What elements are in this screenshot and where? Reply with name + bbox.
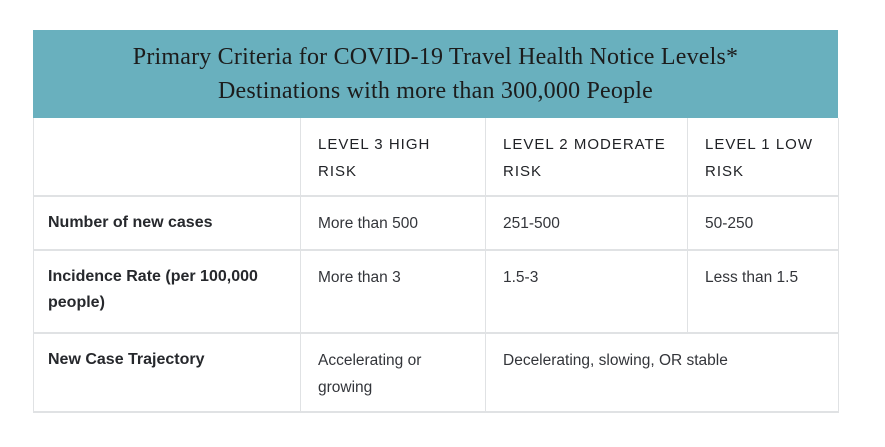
value-cell-level3: Accelerating or growing [300, 333, 486, 413]
table-row-new-cases: Number of new cases More than 500 251-50… [33, 196, 839, 251]
table-row-case-trajectory: New Case Trajectory Accelerating or grow… [33, 333, 839, 413]
page-title-line-2: Destinations with more than 300,000 Peop… [217, 78, 653, 104]
title-banner: Primary Criteria for COVID-19 Travel Hea… [33, 30, 838, 118]
row-label-cell: New Case Trajectory [33, 333, 301, 413]
header-cell-level2: LEVEL 2 MODERATE RISK [485, 118, 688, 197]
criteria-table: LEVEL 3 HIGH RISK LEVEL 2 MODERATE RISK … [33, 118, 839, 413]
value-cell-level2-level1-merged: Decelerating, slowing, OR stable [485, 333, 839, 413]
value-cell-level1: Less than 1.5 [687, 250, 839, 334]
header-cell-empty [33, 118, 301, 197]
table-header-row: LEVEL 3 HIGH RISK LEVEL 2 MODERATE RISK … [33, 118, 839, 197]
table-row-incidence-rate: Incidence Rate (per 100,000 people) More… [33, 250, 839, 334]
row-label-cell: Number of new cases [33, 196, 301, 251]
page-title-line-1: Primary Criteria for COVID-19 Travel Hea… [132, 44, 739, 70]
value-cell-level3: More than 3 [300, 250, 486, 334]
header-cell-level3: LEVEL 3 HIGH RISK [300, 118, 486, 197]
value-cell-level3: More than 500 [300, 196, 486, 251]
value-cell-level1: 50-250 [687, 196, 839, 251]
criteria-table-card: Primary Criteria for COVID-19 Travel Hea… [33, 30, 839, 413]
header-cell-level1: LEVEL 1 LOW RISK [687, 118, 839, 197]
value-cell-level2: 1.5-3 [485, 250, 688, 334]
row-label-cell: Incidence Rate (per 100,000 people) [33, 250, 301, 334]
value-cell-level2: 251-500 [485, 196, 688, 251]
